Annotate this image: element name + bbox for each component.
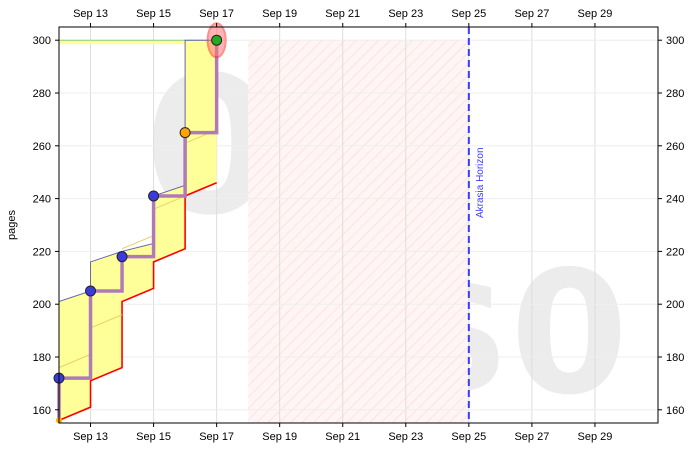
road-center-line xyxy=(153,195,186,210)
x-tick-label-top: Sep 23 xyxy=(388,8,423,20)
x-tick-label-bottom: Sep 19 xyxy=(262,431,297,443)
axes: Sep 13 Sep 13 Sep 15 Sep 15 Sep 17 Sep 17 Sep … xyxy=(33,8,685,443)
x-tick-label-bottom: Sep 29 xyxy=(578,431,613,443)
datapoint xyxy=(211,34,223,46)
datapoint xyxy=(179,127,191,139)
goal-band xyxy=(59,40,217,45)
road-center-line xyxy=(121,235,154,250)
y-tick-label-left: 160 xyxy=(33,405,51,417)
x-tick-label-top: Sep 27 xyxy=(514,8,549,20)
x-tick-label-bottom: Sep 27 xyxy=(514,431,549,443)
y-tick-label-left: 280 xyxy=(33,88,51,100)
x-tick-label-bottom: Sep 23 xyxy=(388,431,423,443)
y-tick-label-right: 260 xyxy=(666,141,684,153)
plot-frame xyxy=(58,26,659,424)
datapoint xyxy=(148,190,160,202)
y-tick-label-left: 200 xyxy=(33,299,51,311)
y-tick-label-right: 280 xyxy=(666,88,684,100)
road-center-line xyxy=(59,353,91,369)
y-tick-label-right: 200 xyxy=(666,299,684,311)
road-center-line xyxy=(90,314,123,329)
y-tick-label-left: 240 xyxy=(33,194,51,206)
y-tick-label-left: 180 xyxy=(33,352,51,364)
road-lower-line xyxy=(59,182,217,422)
x-tick-label-bottom: Sep 13 xyxy=(73,431,108,443)
y-tick-label-right: 240 xyxy=(666,194,684,206)
datapoint xyxy=(85,285,97,297)
y-tick-label-left: 220 xyxy=(33,246,51,258)
x-tick-label-bottom: Sep 25 xyxy=(451,431,486,443)
x-tick-label-top: Sep 19 xyxy=(262,8,297,20)
x-tick-label-bottom: Sep 21 xyxy=(325,431,360,443)
y-tick-label-left: 300 xyxy=(33,35,51,47)
x-tick-label-top: Sep 25 xyxy=(451,8,486,20)
akrasia-horizon-label: Akrasia Horizon xyxy=(475,147,486,218)
y-tick-label-right: 220 xyxy=(666,246,684,258)
x-tick-label-top: Sep 17 xyxy=(199,8,234,20)
y-tick-label-right: 180 xyxy=(666,352,684,364)
y-axis-title: pages xyxy=(6,210,18,240)
y-tick-label-right: 300 xyxy=(666,35,684,47)
x-tick-label-top: Sep 13 xyxy=(73,8,108,20)
datapoint xyxy=(116,251,128,263)
x-tick-label-top: Sep 29 xyxy=(578,8,613,20)
x-tick-label-top: Sep 15 xyxy=(136,8,171,20)
road-fill xyxy=(59,40,217,421)
x-tick-label-top: Sep 21 xyxy=(325,8,360,20)
y-tick-label-right: 160 xyxy=(666,405,684,417)
x-tick-label-bottom: Sep 15 xyxy=(136,431,171,443)
x-tick-label-bottom: Sep 17 xyxy=(199,431,234,443)
hatched-future-region xyxy=(248,40,469,423)
y-tick-label-left: 260 xyxy=(33,141,51,153)
